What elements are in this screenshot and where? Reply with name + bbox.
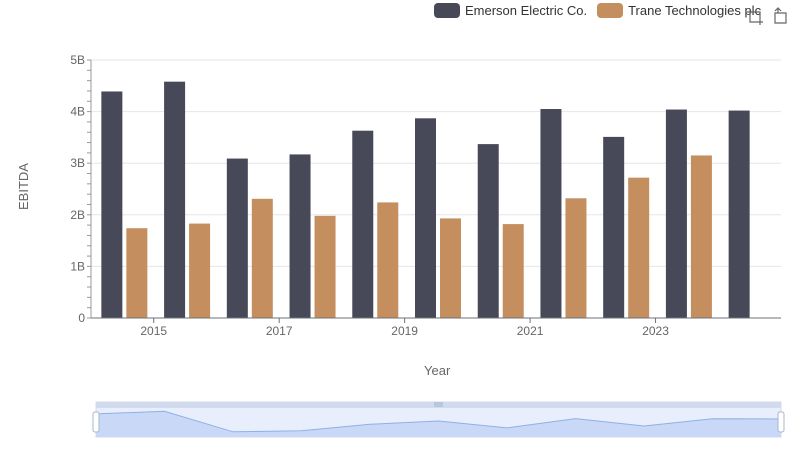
- x-tick-label: 2019: [391, 324, 418, 338]
- bar-trane: [189, 223, 211, 318]
- y-axis-ticks: 0 1B 2B 3B 4B 5B: [70, 53, 92, 325]
- x-axis-title: Year: [424, 363, 451, 378]
- x-axis: 2015 2017 2019 2021 2023: [91, 317, 781, 338]
- slider-handle-right: [777, 411, 785, 433]
- y-tick-label: 5B: [70, 53, 85, 67]
- slider-area: [96, 411, 781, 437]
- restore-icon[interactable]: [772, 7, 790, 25]
- zoom-icon[interactable]: [746, 7, 764, 25]
- legend-item-trane[interactable]: Trane Technologies plc: [597, 3, 761, 18]
- bar-emerson: [164, 81, 186, 318]
- bar-emerson: [477, 144, 499, 318]
- legend-label-trane: Trane Technologies plc: [628, 3, 762, 18]
- x-tick-label: 2023: [642, 324, 669, 338]
- bar-trane: [251, 198, 273, 318]
- bar-emerson: [289, 154, 311, 318]
- slider-line: [95, 410, 782, 433]
- bar-trane: [565, 198, 587, 318]
- y-tick-label: 3B: [70, 156, 85, 170]
- bar-emerson: [226, 158, 248, 318]
- y-tick-label: 1B: [70, 259, 85, 273]
- toolbox: [746, 7, 798, 25]
- bar-trane: [314, 215, 336, 318]
- x-tick-label: 2021: [517, 324, 544, 338]
- y-axis-title: EBITDA: [16, 163, 31, 210]
- bar-emerson: [352, 130, 374, 318]
- bar-trane: [126, 228, 148, 318]
- bar-emerson: [540, 109, 562, 319]
- data-zoom-slider[interactable]: [92, 401, 785, 438]
- y-tick-label: 2B: [70, 208, 85, 222]
- bar-trane: [690, 155, 712, 318]
- bar-emerson: [603, 136, 625, 318]
- y-tick-label: 0: [78, 311, 85, 325]
- legend-item-emerson[interactable]: Emerson Electric Co.: [434, 3, 587, 18]
- x-tick-label: 2015: [140, 324, 167, 338]
- y-tick-label: 4B: [70, 105, 85, 119]
- x-tick-label: 2017: [266, 324, 293, 338]
- bar-emerson: [665, 109, 687, 318]
- bar-trane: [377, 202, 399, 318]
- bar-emerson: [728, 110, 750, 319]
- legend: Emerson Electric Co. Trane Technologies …: [434, 3, 771, 18]
- legend-swatch-trane: [597, 3, 624, 18]
- slider-handle-left: [92, 411, 100, 433]
- bar-trane: [628, 177, 650, 318]
- bar-emerson: [415, 118, 436, 318]
- slider-grip: [434, 402, 443, 407]
- bar-emerson: [101, 91, 123, 318]
- bar-trane: [502, 224, 524, 318]
- bars: [101, 81, 750, 319]
- legend-label-emerson: Emerson Electric Co.: [465, 3, 588, 18]
- legend-swatch-emerson: [434, 3, 460, 18]
- bar-trane: [440, 218, 461, 318]
